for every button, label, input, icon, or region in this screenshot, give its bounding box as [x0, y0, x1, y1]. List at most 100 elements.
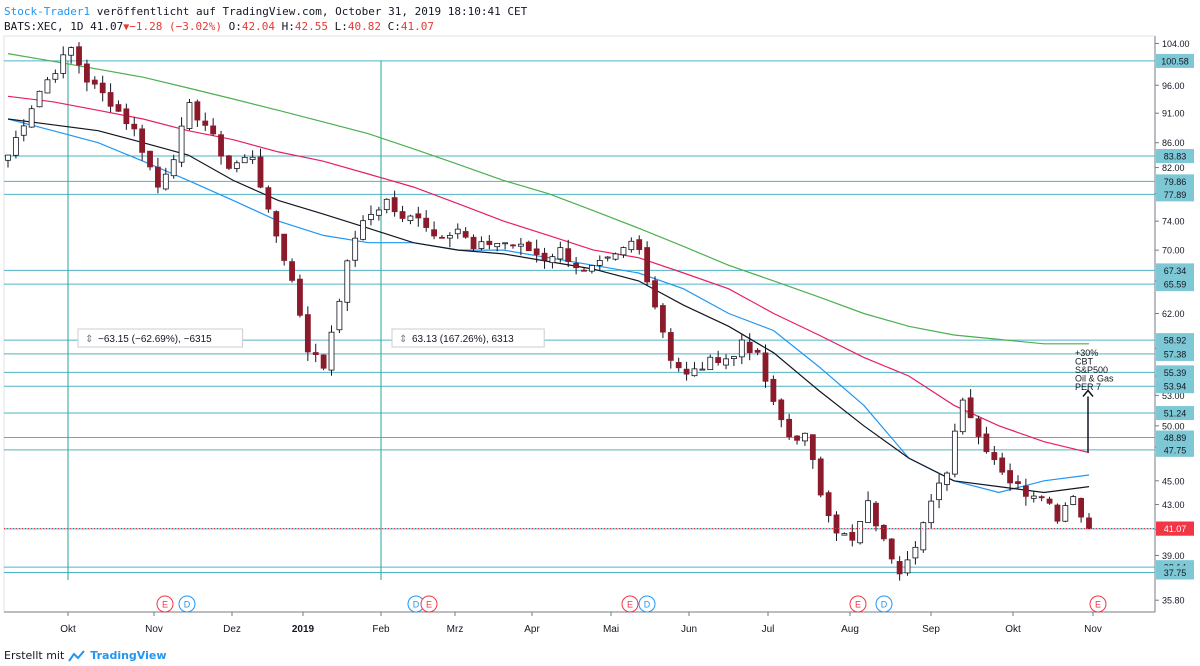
candle-body: [107, 92, 114, 107]
candle-body: [920, 522, 927, 551]
candle-body: [407, 215, 414, 222]
x-tick-label: Jul: [762, 624, 775, 635]
candle-body: [888, 538, 895, 560]
measure-box: [77, 328, 244, 348]
candle-body: [912, 546, 919, 559]
candle-body: [904, 559, 911, 574]
candle-body: [510, 244, 516, 247]
event-label: E: [627, 600, 633, 610]
candle-body: [312, 352, 319, 355]
level-price-tag: [1156, 346, 1194, 361]
candle-body: [991, 452, 998, 461]
annotation-text: S&P500: [1075, 365, 1108, 375]
candle-body: [368, 214, 374, 220]
event-label: E: [162, 600, 168, 610]
author-link[interactable]: Stock-Trader1: [4, 5, 91, 18]
candle-body: [147, 150, 153, 168]
candle-body: [644, 247, 651, 283]
candle-body: [975, 418, 982, 437]
candle-body: [825, 492, 832, 517]
candle-body: [155, 166, 161, 188]
close-value: 41.07: [400, 20, 434, 33]
candle-body: [944, 472, 950, 485]
candle-body: [328, 331, 335, 371]
candle-body: [1054, 504, 1061, 522]
candle-body: [375, 209, 382, 216]
candle-body: [1030, 495, 1037, 499]
candle-body: [52, 73, 59, 80]
candle-body: [5, 154, 11, 161]
measure-label: −63.15 (−62.69%), −6315: [98, 334, 212, 345]
level-price-tag: [1156, 53, 1194, 68]
candle-body: [817, 458, 824, 496]
chart-header: Stock-Trader1 veröffentlicht auf Trading…: [4, 4, 527, 35]
high-value: 42.55: [294, 20, 328, 33]
x-tick-label: Mrz: [447, 624, 464, 635]
x-tick-label: Aug: [841, 624, 859, 635]
level-price-tag: [1156, 442, 1194, 457]
candle-body: [999, 457, 1006, 473]
level-price-tag-label: 48.89: [1164, 433, 1187, 443]
candle-body: [936, 482, 942, 501]
candle-body: [399, 211, 406, 219]
earnings-event-icon: [156, 595, 174, 613]
dividend-event-icon: [178, 595, 196, 613]
y-tick-label: 74.00: [1162, 217, 1185, 227]
annotation-text: CBT: [1075, 357, 1094, 367]
candle-body: [660, 305, 666, 333]
candle-body: [446, 234, 453, 239]
x-tick-label: Nov: [1084, 624, 1102, 635]
candle-body: [131, 123, 138, 130]
event-label: E: [855, 600, 861, 610]
x-tick-label: Okt: [60, 624, 76, 635]
tradingview-brand[interactable]: TradingView: [90, 649, 167, 662]
level-price-tag-label: 65.59: [1164, 280, 1187, 290]
candle-body: [281, 233, 288, 261]
candle-body: [12, 137, 19, 156]
candle-body: [731, 356, 737, 360]
candle-body: [588, 265, 595, 272]
candle-body: [36, 90, 43, 108]
candle-body: [880, 524, 887, 540]
candle-body: [218, 134, 224, 157]
candle-body: [423, 217, 430, 228]
y-tick-label: 39.00: [1162, 551, 1185, 561]
candle-body: [628, 240, 635, 251]
level-price-tag-label: 58.92: [1164, 336, 1187, 346]
candle-body: [786, 418, 793, 438]
level-price-tag: [1156, 406, 1194, 421]
level-price-tag: [1156, 333, 1194, 348]
y-tick-label: 104.00: [1162, 39, 1190, 49]
candle-body: [249, 156, 256, 161]
y-tick-label: 35.80: [1162, 596, 1185, 606]
level-price-tag-label: 83.83: [1164, 152, 1187, 162]
candle-body: [517, 243, 524, 247]
candle-body: [770, 378, 777, 402]
candle-body: [715, 357, 722, 363]
candle-body: [336, 300, 343, 331]
candle-body: [928, 500, 935, 524]
measure-label: 63.13 (167.26%), 6313: [412, 334, 514, 345]
candle-body: [233, 162, 240, 169]
candle-body: [28, 108, 35, 128]
x-tick-label: Dez: [223, 624, 241, 635]
candle-body: [186, 102, 193, 129]
candle-body: [1070, 496, 1077, 505]
candle-body: [178, 125, 185, 163]
candle-body: [486, 240, 493, 245]
candle-body: [754, 349, 761, 353]
candle-body: [210, 125, 217, 135]
candle-body: [297, 278, 303, 316]
measure-icon: ⇕: [399, 334, 407, 345]
candle-body: [896, 561, 903, 575]
candle-body: [699, 368, 706, 371]
x-tick-label: Sep: [922, 624, 940, 635]
measure-icon: ⇕: [85, 334, 93, 345]
dividend-event-icon: [638, 595, 656, 613]
x-tick-label: Nov: [145, 624, 163, 635]
candle-body: [123, 108, 130, 125]
candle-body: [675, 362, 682, 369]
y-tick-label: 96.00: [1162, 81, 1185, 91]
earnings-event-icon: [1089, 595, 1107, 613]
